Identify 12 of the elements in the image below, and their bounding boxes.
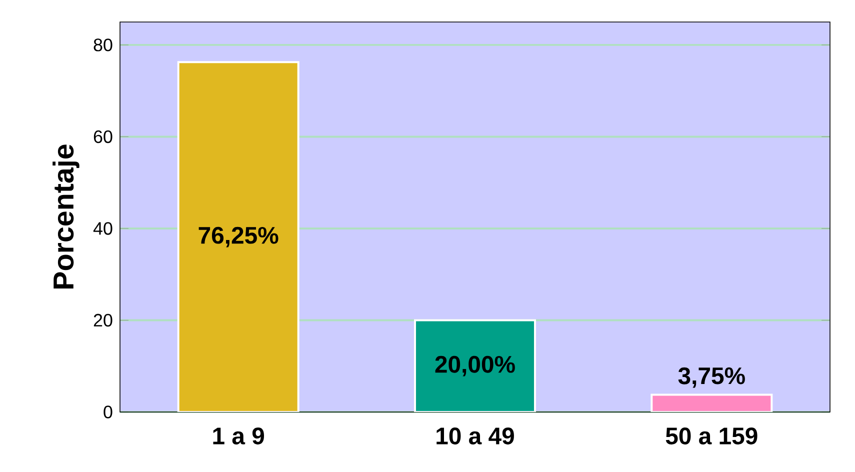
x-tick-label: 1 a 9: [213, 428, 264, 444]
y-axis-title: Porcentaje: [52, 144, 80, 288]
y-tick-label: 60: [94, 130, 112, 144]
y-tick-label: 80: [94, 38, 112, 52]
data-label: 76,25%: [198, 226, 278, 248]
y-tick-label: 20: [94, 314, 112, 327]
x-tick-label: 10 a 49: [436, 428, 514, 444]
y-tick-label: 40: [93, 222, 112, 235]
x-tick-label: 50 a 159: [666, 428, 758, 444]
data-label: 20,00%: [435, 356, 515, 376]
data-label: 3,75%: [678, 367, 745, 388]
y-tick-label: 0: [104, 406, 112, 418]
